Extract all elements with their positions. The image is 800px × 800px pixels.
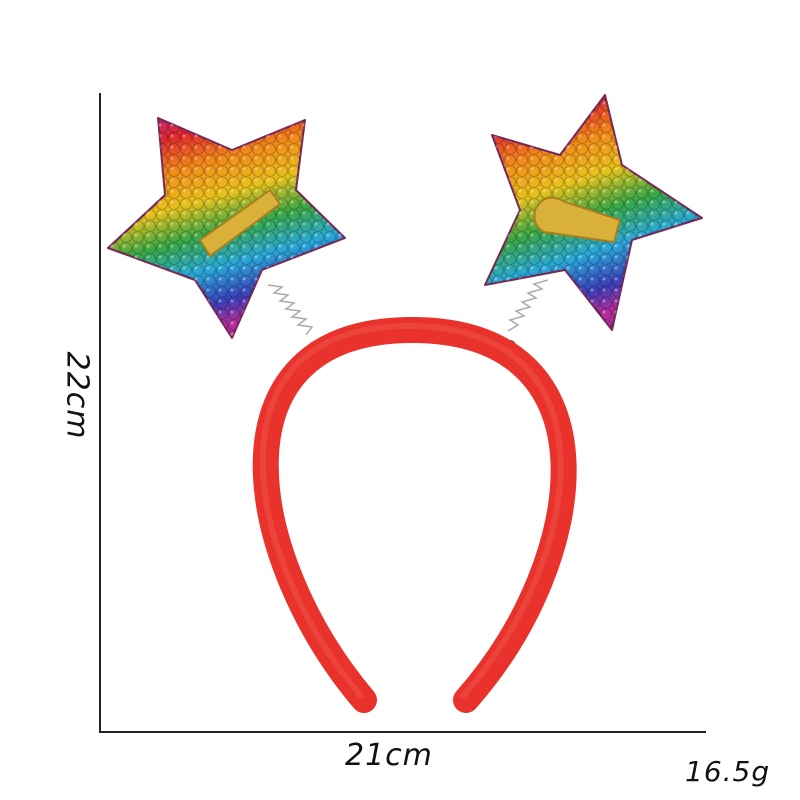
height-label: 22cm bbox=[59, 351, 95, 440]
star-left bbox=[107, 117, 346, 339]
star-right bbox=[484, 94, 703, 331]
headband-highlight bbox=[259, 322, 564, 699]
gold-ornament-left bbox=[198, 188, 282, 258]
weight-label: 16.5g bbox=[685, 755, 771, 788]
width-label: 21cm bbox=[345, 738, 433, 773]
headband bbox=[252, 316, 577, 713]
gold-ornament-right bbox=[533, 196, 622, 244]
spring-left bbox=[267, 284, 314, 336]
spring-right bbox=[507, 279, 549, 332]
